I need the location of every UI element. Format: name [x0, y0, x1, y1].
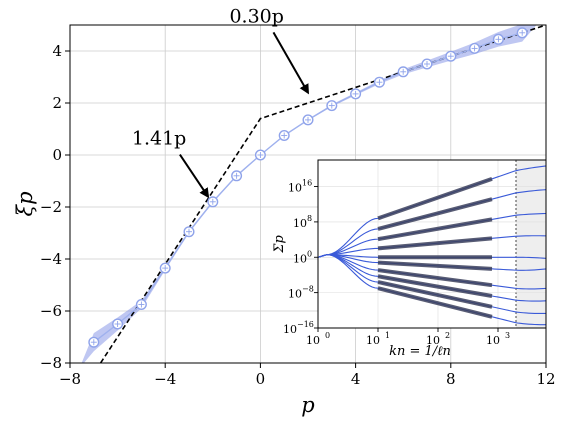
- inset-y-tick-exponent: −8: [302, 285, 314, 294]
- data-point: [350, 88, 362, 100]
- data-point: [135, 299, 147, 311]
- x-tick-label: −8: [59, 370, 81, 388]
- y-tick-label: −6: [40, 302, 62, 320]
- main-points: [88, 27, 528, 348]
- inset-y-axis-label: Σp: [272, 235, 287, 254]
- data-point: [231, 170, 243, 182]
- inset-x-tick-label: 10: [306, 334, 320, 347]
- y-tick-label: 2: [52, 94, 62, 112]
- annotation-arrow: [272, 31, 309, 95]
- data-point: [469, 42, 481, 54]
- inset-fit-segment: [377, 236, 493, 251]
- data-point: [326, 100, 338, 112]
- inset-x-axis-label: kn = 1/ℓn: [389, 344, 451, 359]
- data-point: [492, 33, 504, 45]
- data-point: [421, 58, 433, 70]
- inset-y-tick-exponent: −16: [297, 320, 314, 329]
- x-tick-label: 0: [256, 370, 266, 388]
- inset-y-tick-label: 10: [288, 288, 302, 301]
- x-tick-label: 8: [446, 370, 456, 388]
- inset-y-tick-exponent: 8: [307, 214, 312, 223]
- x-tick-label: 4: [351, 370, 361, 388]
- annotation-arrow: [179, 154, 210, 199]
- data-point: [373, 76, 385, 88]
- y-tick-label: −8: [40, 354, 62, 372]
- data-point: [302, 114, 314, 126]
- inset-x-tick-label: 10: [486, 334, 500, 347]
- y-tick-label: 0: [52, 146, 62, 164]
- y-tick-label: −4: [40, 250, 62, 268]
- y-tick-label: 4: [52, 42, 62, 60]
- inset-axes-frame: [317, 159, 547, 329]
- annotation-label: 1.41p: [132, 128, 186, 150]
- data-point: [183, 226, 195, 238]
- inset-fit-segment: [377, 280, 493, 309]
- data-point: [397, 66, 409, 78]
- inset-fit-segments: [377, 176, 493, 319]
- inset-x-tick-label: 10: [426, 334, 440, 347]
- inset-fit-segment: [377, 217, 493, 242]
- data-point: [445, 50, 457, 62]
- data-point: [254, 149, 266, 161]
- inset-y-tick-exponent: 0: [307, 249, 312, 258]
- inset-x-tick-exponent: 1: [385, 331, 390, 340]
- data-point: [159, 262, 171, 274]
- data-point: [112, 318, 124, 330]
- inset-y-tick-exponent: 16: [302, 179, 312, 188]
- inset-fit-segment: [377, 274, 493, 298]
- inset-fit-segment: [377, 176, 493, 221]
- inset-shaded-region: [515, 160, 546, 328]
- inset-x-tick-exponent: 0: [325, 331, 330, 340]
- inset-fit-segment: [377, 286, 493, 319]
- x-tick-label: −4: [154, 370, 176, 388]
- inset-fit-segment: [377, 197, 493, 231]
- y-tick-label: −2: [40, 198, 62, 216]
- data-point: [207, 196, 219, 208]
- inset-y-tick-label: 10: [283, 323, 297, 336]
- inset-fit-segment: [377, 268, 493, 288]
- inset-y-tick-label: 10: [288, 182, 302, 195]
- inset-x-tick-label: 10: [366, 334, 380, 347]
- data-point: [88, 336, 100, 348]
- data-point: [516, 27, 528, 39]
- inset-fit-segment: [377, 260, 493, 271]
- y-axis-label: ξp: [13, 191, 37, 216]
- inset-x-tick-exponent: 3: [505, 331, 510, 340]
- x-tick-label: 12: [536, 370, 555, 388]
- cutoff-shade: [516, 160, 546, 328]
- annotation-label: 0.30p: [229, 5, 283, 27]
- data-point: [278, 129, 290, 141]
- main-annotations: 1.41p 0.30p: [132, 5, 309, 199]
- inset-x-tick-exponent: 2: [445, 331, 450, 340]
- x-axis-label: p: [301, 393, 314, 417]
- inset-y-tick-label: 10: [293, 217, 307, 230]
- inset-y-tick-label: 10: [293, 252, 307, 265]
